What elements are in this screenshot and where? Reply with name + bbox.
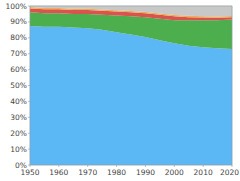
tick-label: 2020 bbox=[220, 168, 239, 177]
tick bbox=[30, 165, 31, 167]
tick bbox=[28, 37, 30, 38]
tick bbox=[28, 53, 30, 54]
tick bbox=[232, 165, 233, 167]
area bbox=[30, 6, 232, 16]
tick-label: 1980 bbox=[107, 168, 126, 177]
tick bbox=[28, 85, 30, 86]
tick-label: 1960 bbox=[49, 168, 68, 177]
tick bbox=[145, 165, 146, 167]
tick-label: 50% bbox=[10, 81, 27, 90]
tick-label: 2010 bbox=[194, 168, 213, 177]
tick bbox=[116, 165, 117, 167]
tick-label: 80% bbox=[10, 33, 27, 42]
tick bbox=[28, 69, 30, 70]
tick-label: 70% bbox=[10, 49, 27, 58]
tick-label: 90% bbox=[10, 17, 27, 26]
tick-label: 20% bbox=[10, 129, 27, 138]
tick bbox=[28, 21, 30, 22]
tick-label: 40% bbox=[10, 97, 27, 106]
tick bbox=[28, 6, 30, 7]
tick bbox=[28, 101, 30, 102]
y-axis: 0%10%20%30%40%50%60%70%80%90%100% bbox=[6, 2, 30, 170]
chart: 0%10%20%30%40%50%60%70%80%90%100%1950196… bbox=[0, 0, 240, 181]
tick-label: 1990 bbox=[136, 168, 155, 177]
x-axis: 1950 1960 1970 1980 1990 2000 2010 2020 bbox=[20, 165, 239, 177]
tick-label: 100% bbox=[6, 2, 27, 11]
tick-label: 60% bbox=[10, 65, 27, 74]
areas bbox=[30, 6, 232, 165]
plot-background bbox=[30, 6, 232, 165]
tick bbox=[58, 165, 59, 167]
tick bbox=[28, 149, 30, 150]
tick bbox=[87, 165, 88, 167]
tick-label: 1950 bbox=[20, 168, 39, 177]
tick-label: 2000 bbox=[165, 168, 184, 177]
tick bbox=[28, 133, 30, 134]
tick bbox=[203, 165, 204, 167]
tick-label: 10% bbox=[10, 145, 27, 154]
tick bbox=[174, 165, 175, 167]
tick-label: 1970 bbox=[78, 168, 97, 177]
plot-frame bbox=[30, 6, 232, 165]
grid bbox=[30, 6, 232, 165]
tick bbox=[28, 117, 30, 118]
tick-label: 30% bbox=[10, 113, 27, 122]
